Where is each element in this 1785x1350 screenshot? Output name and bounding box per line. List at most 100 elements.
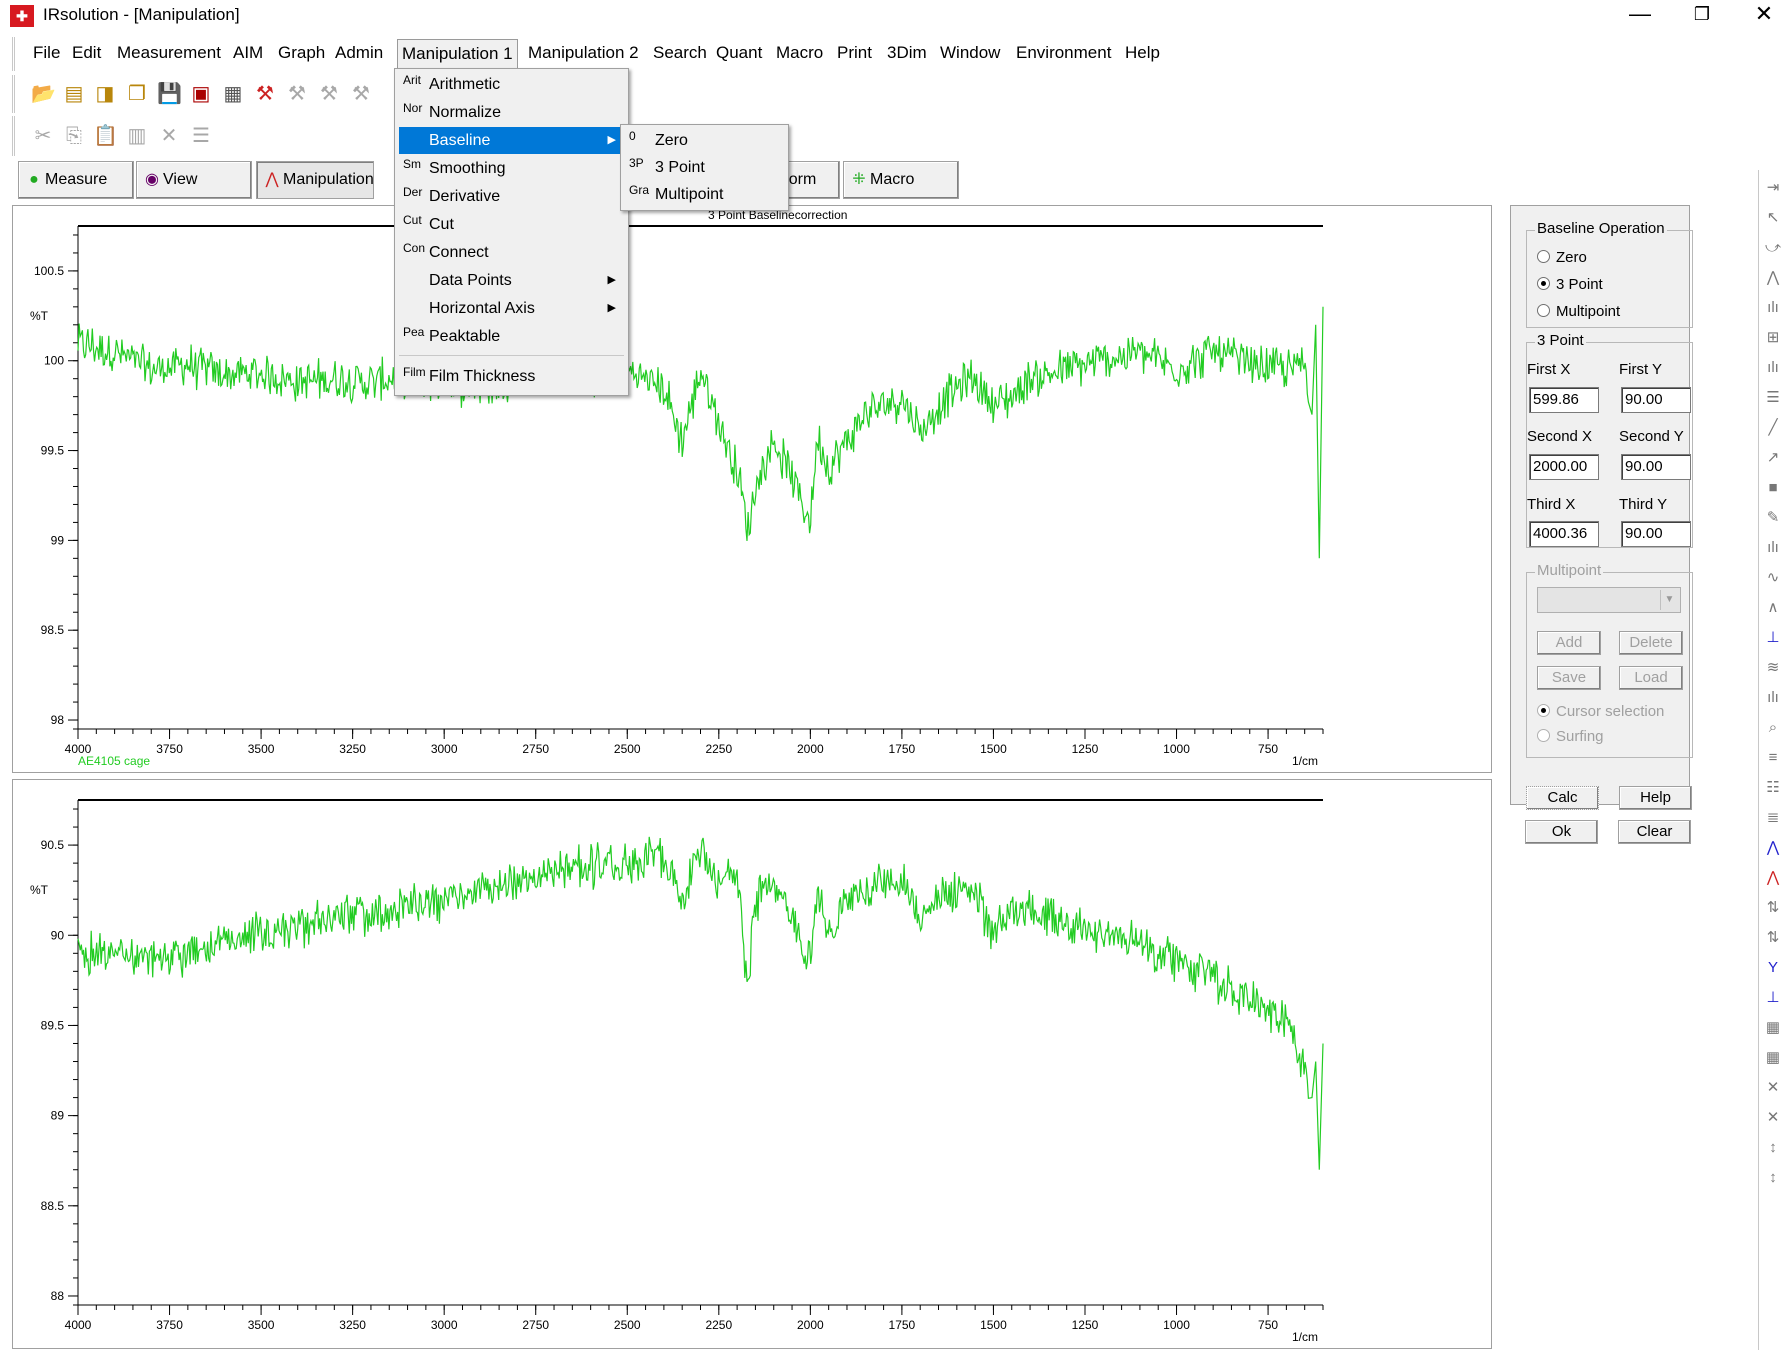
menu-window[interactable]: Window: [940, 43, 1000, 63]
vertical-scale-icon[interactable]: ↕: [1763, 1138, 1783, 1158]
save-button[interactable]: Save: [1537, 666, 1601, 690]
properties-icon[interactable]: ☰: [189, 124, 213, 148]
restore-button[interactable]: ❐: [1671, 0, 1733, 31]
second-x-input[interactable]: 2000.00: [1529, 454, 1599, 480]
delete-button[interactable]: Delete: [1619, 631, 1683, 655]
spectrum-blue-icon[interactable]: ⋀: [1763, 838, 1783, 858]
paste-special-icon[interactable]: ▥: [125, 124, 149, 148]
table-icon[interactable]: ☷: [1763, 778, 1783, 798]
baseline-icon[interactable]: ⊥: [1763, 988, 1783, 1008]
radio-3point[interactable]: 3 Point: [1537, 276, 1603, 293]
menu-environment[interactable]: Environment: [1016, 43, 1111, 63]
multipoint-select[interactable]: ▼: [1537, 587, 1681, 613]
recent-file-icon[interactable]: ◨: [93, 82, 117, 106]
menu-quant[interactable]: Quant: [716, 43, 762, 63]
submenu-item-multipoint[interactable]: Gra Multipoint: [625, 181, 785, 208]
crosshair-2-icon[interactable]: ✕: [1763, 1108, 1783, 1128]
cursor-selection-radio[interactable]: Cursor selection: [1537, 703, 1664, 720]
load-button[interactable]: Load: [1619, 666, 1683, 690]
submenu-item-zero[interactable]: 0 Zero: [625, 127, 785, 154]
first-y-input[interactable]: 90.00: [1621, 387, 1691, 413]
arrow-icon[interactable]: ↗: [1763, 448, 1783, 468]
menu-manipulation-2[interactable]: Manipulation 2: [528, 43, 639, 63]
menu-search[interactable]: Search: [653, 43, 707, 63]
overlay-icon[interactable]: ⊞: [1763, 328, 1783, 348]
peak-icon[interactable]: ⋀: [1763, 268, 1783, 288]
view-tab[interactable]: ◉ View: [136, 161, 252, 199]
peaks-icon[interactable]: ∧: [1763, 598, 1783, 618]
curve-icon[interactable]: ∿: [1763, 568, 1783, 588]
close-button[interactable]: ✕: [1733, 0, 1785, 31]
grid-icon[interactable]: ▦: [1763, 1018, 1783, 1038]
third-x-input[interactable]: 4000.36: [1529, 521, 1599, 547]
menu-item-arithmetic[interactable]: Arit Arithmetic: [399, 71, 624, 98]
paste-icon[interactable]: 📋: [93, 124, 117, 148]
menu-file[interactable]: File: [33, 43, 60, 63]
menu-graph[interactable]: Graph: [278, 43, 325, 63]
cursor-icon[interactable]: ↖: [1763, 208, 1783, 228]
save-all-icon[interactable]: ▦: [221, 82, 245, 106]
pin-icon[interactable]: ⇥: [1763, 178, 1783, 198]
open-data-icon[interactable]: ▤: [62, 82, 86, 106]
tool-gray-2-icon[interactable]: ⚒: [317, 82, 341, 106]
surfing-radio[interactable]: Surfing: [1537, 728, 1604, 745]
clear-button[interactable]: Clear: [1618, 820, 1691, 844]
help-button[interactable]: Help: [1619, 786, 1692, 810]
add-button[interactable]: Add: [1537, 631, 1601, 655]
pan-icon[interactable]: ⤻: [1763, 238, 1783, 258]
menu-edit[interactable]: Edit: [72, 43, 101, 63]
spectra-icon[interactable]: ılı: [1763, 298, 1783, 318]
measure-tab[interactable]: ● Measure: [18, 161, 134, 199]
scale-icon[interactable]: ılı: [1763, 358, 1783, 378]
save-icon[interactable]: 💾: [157, 82, 181, 106]
menu-manipulation-1[interactable]: Manipulation 1: [397, 39, 518, 69]
menu-item-baseline[interactable]: Baseline ▶: [399, 127, 624, 154]
cursor-peak-icon[interactable]: ⊥: [1763, 628, 1783, 648]
delete-icon[interactable]: ✕: [157, 124, 181, 148]
first-x-input[interactable]: 599.86: [1529, 387, 1599, 413]
minimize-button[interactable]: —: [1609, 0, 1671, 31]
manipulation-tab[interactable]: ⋀ Manipulation: [256, 161, 374, 199]
bars-icon[interactable]: ılı: [1763, 688, 1783, 708]
menu-item-peaktable[interactable]: Pea Peaktable: [399, 323, 624, 350]
cut-icon[interactable]: ✂: [31, 124, 55, 148]
macro-tab[interactable]: ⁜ Macro: [843, 161, 959, 199]
vertical-scale-2-icon[interactable]: ↕: [1763, 1168, 1783, 1188]
rows-icon[interactable]: ≣: [1763, 808, 1783, 828]
grid-2-icon[interactable]: ▦: [1763, 1048, 1783, 1068]
second-y-input[interactable]: 90.00: [1621, 454, 1691, 480]
copy-icon[interactable]: ⎘: [62, 124, 86, 148]
open-folder-icon[interactable]: 📂: [31, 82, 55, 106]
chart-icon[interactable]: ılı: [1763, 538, 1783, 558]
align-icon[interactable]: ⇅: [1763, 898, 1783, 918]
menu-print[interactable]: Print: [837, 43, 872, 63]
save-as-icon[interactable]: ▣: [189, 82, 213, 106]
menu-measurement[interactable]: Measurement: [117, 43, 221, 63]
list-icon[interactable]: ☰: [1763, 388, 1783, 408]
stack-icon[interactable]: ≋: [1763, 658, 1783, 678]
radio-zero[interactable]: Zero: [1537, 249, 1587, 266]
zoom-icon[interactable]: ⌕: [1763, 718, 1783, 738]
menu-help[interactable]: Help: [1125, 43, 1160, 63]
spectrum-chart-top[interactable]: 3 Point Baselinecorrection 100.5 100 99.5 9…: [12, 205, 1492, 773]
tool-gray-3-icon[interactable]: ⚒: [349, 82, 373, 106]
menu-admin[interactable]: Admin: [335, 43, 383, 63]
tool-gray-1-icon[interactable]: ⚒: [285, 82, 309, 106]
line-icon[interactable]: ╱: [1763, 418, 1783, 438]
spectrum-chart-bottom[interactable]: 90.5 90 89.5 89 88.5 88 %T 4000 3750 3500 3250 3000…: [12, 779, 1492, 1349]
third-y-input[interactable]: 90.00: [1621, 521, 1691, 547]
spectrum-red-icon[interactable]: ⋀: [1763, 868, 1783, 888]
menu-item-smoothing[interactable]: Sm Smoothing: [399, 155, 624, 182]
menu-item-horizontal-axis[interactable]: Horizontal Axis ▶: [399, 295, 624, 322]
annotate-icon[interactable]: ✎: [1763, 508, 1783, 528]
menu-item-data-points[interactable]: Data Points ▶: [399, 267, 624, 294]
menu-item-film-thickness[interactable]: Film Film Thickness: [399, 363, 624, 390]
ok-button[interactable]: Ok: [1525, 820, 1598, 844]
grid-lines-icon[interactable]: ≡: [1763, 748, 1783, 768]
peak-pick-icon[interactable]: Y: [1763, 958, 1783, 978]
menu-macro[interactable]: Macro: [776, 43, 823, 63]
crosshair-icon[interactable]: ✕: [1763, 1078, 1783, 1098]
calc-button[interactable]: Calc: [1526, 786, 1599, 810]
menu-aim[interactable]: AIM: [233, 43, 263, 63]
menu-item-connect[interactable]: Con Connect: [399, 239, 624, 266]
